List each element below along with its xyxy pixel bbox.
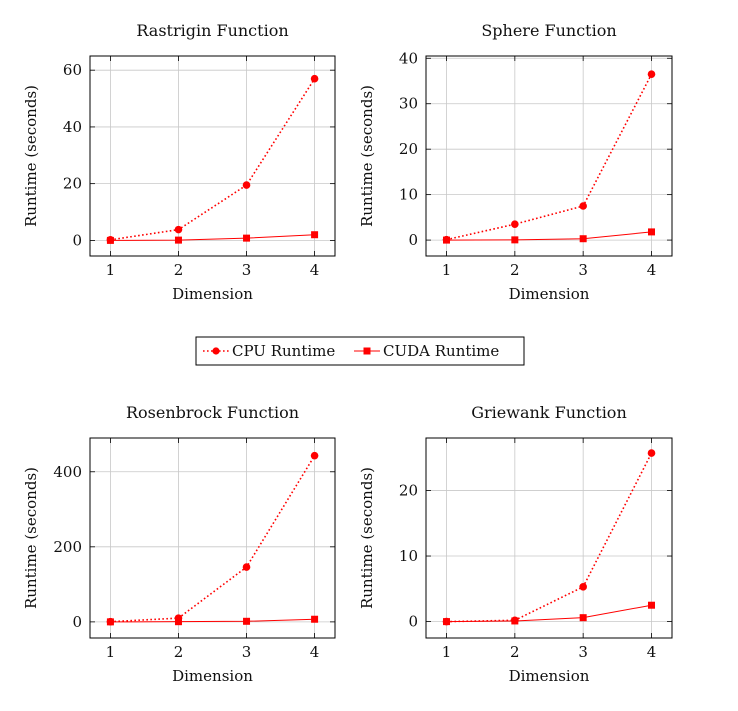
cpu-runtime-point: [242, 563, 251, 571]
x-axis-label: Dimension: [172, 667, 253, 685]
cpu-runtime-point: [579, 583, 587, 591]
cuda-runtime-point: [174, 236, 182, 244]
cuda-runtime-line: [110, 618, 315, 623]
y-tick-label: 0: [72, 231, 82, 249]
x-tick-label: 1: [442, 261, 452, 279]
legend-cuda-marker: [363, 347, 371, 355]
y-tick-label: 400: [53, 463, 82, 481]
cuda-runtime-line: [446, 231, 652, 241]
x-tick-label: 3: [242, 261, 252, 279]
x-tick-label: 2: [510, 261, 520, 279]
cpu-runtime-point: [174, 225, 183, 234]
x-tick-label: 3: [578, 643, 588, 661]
x-axis-label: Dimension: [509, 285, 590, 303]
cuda-runtime-point: [511, 236, 519, 244]
cpu-runtime-point: [647, 449, 656, 457]
x-tick-label: 1: [106, 643, 116, 661]
y-tick-label: 20: [399, 481, 418, 499]
x-tick-label: 4: [647, 261, 657, 279]
legend: CPU Runtime CUDA Runtime: [195, 336, 525, 366]
cuda-runtime-point: [106, 618, 114, 626]
legend-cpu-label: CPU Runtime: [232, 342, 335, 360]
cuda-runtime-point: [648, 601, 655, 609]
x-tick-label: 4: [310, 261, 320, 279]
y-tick-label: 10: [399, 186, 418, 204]
x-tick-label: 1: [442, 643, 452, 661]
y-axis-label: Runtime (seconds): [358, 85, 376, 227]
x-tick-label: 3: [578, 261, 588, 279]
cpu-runtime-point: [242, 181, 251, 189]
cuda-runtime-point: [443, 236, 450, 244]
cuda-runtime-point: [174, 618, 182, 626]
cuda-runtime-point: [243, 617, 251, 625]
plot-frame: [425, 55, 673, 257]
x-tick-label: 2: [510, 643, 520, 661]
cpu-runtime-point: [511, 220, 519, 228]
x-tick-label: 4: [647, 643, 657, 661]
y-tick-label: 20: [63, 175, 82, 193]
y-tick-label: 0: [72, 613, 82, 631]
y-tick-label: 0: [408, 613, 418, 631]
cuda-runtime-point: [243, 234, 251, 242]
cuda-runtime-point: [311, 615, 319, 623]
y-axis-label: Runtime (seconds): [358, 467, 376, 609]
plot-frame: [89, 437, 336, 639]
chart-title: Rastrigin Function: [136, 21, 288, 40]
x-axis-label: Dimension: [172, 285, 253, 303]
y-tick-label: 200: [53, 538, 82, 556]
y-tick-label: 40: [63, 118, 82, 136]
y-tick-label: 0: [408, 231, 418, 249]
cuda-runtime-line: [110, 234, 315, 241]
cpu-runtime-line: [110, 78, 316, 241]
legend-cuda-label: CUDA Runtime: [383, 342, 499, 360]
y-tick-label: 10: [399, 547, 418, 565]
chart-title: Rosenbrock Function: [126, 403, 299, 422]
cuda-runtime-line: [446, 604, 652, 623]
y-tick-label: 40: [399, 49, 418, 67]
x-tick-label: 2: [174, 261, 184, 279]
cuda-runtime-point: [579, 614, 587, 622]
y-tick-label: 30: [399, 95, 418, 113]
x-tick-label: 1: [106, 261, 116, 279]
cuda-runtime-point: [511, 617, 519, 625]
cuda-runtime-point: [579, 235, 587, 243]
cuda-runtime-point: [311, 231, 319, 239]
plot-frame: [425, 437, 673, 639]
legend-cpu-marker: [212, 347, 220, 355]
cpu-runtime-point: [310, 451, 319, 460]
plot-frame: [89, 55, 336, 257]
cpu-runtime-point: [310, 74, 319, 83]
cpu-runtime-line: [446, 452, 653, 623]
y-tick-label: 60: [63, 61, 82, 79]
chart-title: Sphere Function: [481, 21, 616, 40]
x-axis-label: Dimension: [509, 667, 590, 685]
cuda-runtime-point: [443, 618, 450, 626]
cpu-runtime-point: [579, 202, 587, 210]
x-tick-label: 2: [174, 643, 184, 661]
cpu-runtime-point: [647, 70, 656, 78]
chart-panel-griewank-function: 1 2 3 4 0 10 20 Griewank Function Dimension Runti…: [358, 403, 673, 685]
cpu-runtime-line: [110, 455, 316, 623]
x-tick-label: 3: [242, 643, 252, 661]
y-axis-label: Runtime (seconds): [22, 85, 40, 227]
y-tick-label: 20: [399, 140, 418, 158]
cuda-runtime-point: [648, 228, 655, 236]
chart-title: Griewank Function: [471, 403, 627, 422]
cpu-runtime-line: [446, 73, 653, 241]
cuda-runtime-point: [106, 236, 114, 244]
x-tick-label: 4: [310, 643, 320, 661]
y-axis-label: Runtime (seconds): [22, 467, 40, 609]
chart-panel-rosenbrock-function: 1 2 3 4 0 200 400 Rosenbrock Function Dimension R…: [22, 403, 336, 685]
